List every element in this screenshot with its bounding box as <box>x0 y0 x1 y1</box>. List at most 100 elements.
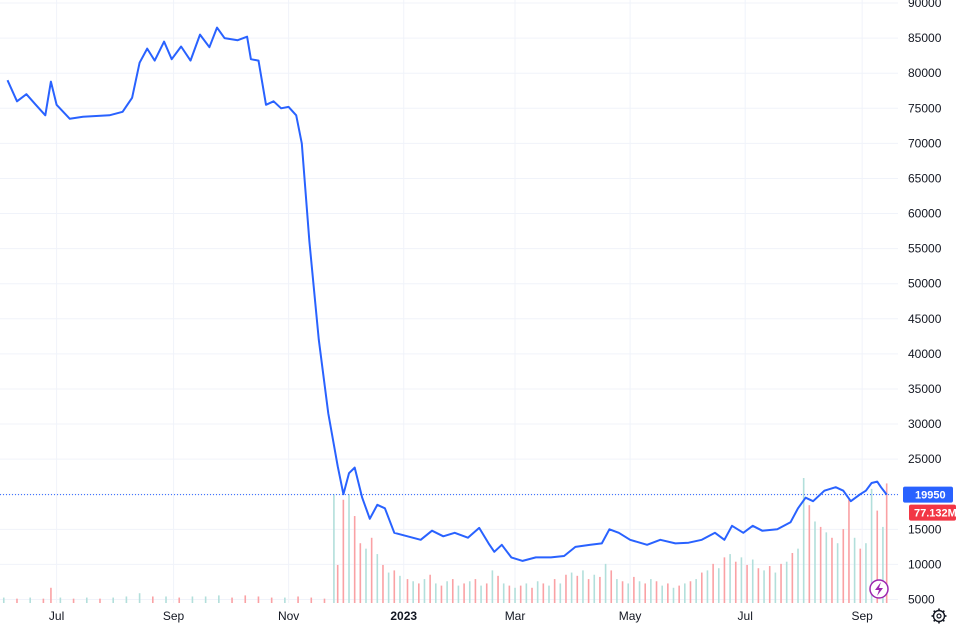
volume-bar <box>751 559 754 603</box>
volume-bar <box>610 570 613 603</box>
volume-bar <box>165 596 167 603</box>
volume-bar <box>740 557 743 603</box>
volume-bar <box>376 554 379 603</box>
volume-bar <box>457 585 460 603</box>
y-tick-label: 75000 <box>908 101 942 115</box>
y-tick-label: 10000 <box>908 557 942 571</box>
volume-bar <box>678 585 680 603</box>
volume-bar <box>553 579 556 603</box>
volume-bar <box>463 583 465 603</box>
volume-bar <box>474 579 477 603</box>
volume-bar <box>310 597 313 603</box>
volume-bar <box>616 579 618 603</box>
volume-bar <box>429 574 431 603</box>
x-tick-label: Jul <box>49 609 64 623</box>
volume-bar <box>576 575 579 603</box>
volume-bar <box>85 597 88 603</box>
volume-bar <box>270 597 273 603</box>
volume-bar <box>876 510 879 603</box>
grid-lines <box>0 0 898 603</box>
volume-bar <box>536 581 539 603</box>
y-tick-label: 55000 <box>908 242 942 256</box>
y-tick-label: 45000 <box>908 312 942 326</box>
x-tick-label: Nov <box>278 609 299 623</box>
volume-bar <box>791 553 794 603</box>
volume-bar <box>684 583 686 603</box>
volume-bar <box>842 529 845 603</box>
volume-bar <box>797 548 799 603</box>
x-tick-label: Sep <box>851 609 873 623</box>
volume-bar <box>406 579 409 603</box>
volume-bar <box>650 579 652 603</box>
volume-bar <box>885 483 888 603</box>
lightning-icon[interactable] <box>869 579 889 599</box>
volume-bar <box>393 570 396 603</box>
volume-bar <box>729 554 731 603</box>
x-axis: Jul Sep Nov 2023 Mar May Jul Sep <box>49 609 873 623</box>
x-tick-label: 2023 <box>390 609 417 623</box>
volume-bar <box>468 581 471 603</box>
volume-bar <box>29 597 31 603</box>
volume-bar <box>542 583 545 603</box>
volume-bar <box>848 499 850 603</box>
volume-bar <box>284 597 286 603</box>
volume-bar <box>2 597 5 603</box>
volume-bar <box>434 583 437 603</box>
volume-bar <box>59 597 62 603</box>
volume-bar <box>587 579 590 603</box>
volume-bar <box>382 564 384 603</box>
y-tick-label: 30000 <box>908 417 942 431</box>
volume-bar <box>599 576 601 603</box>
volume-bar <box>785 561 788 603</box>
volume-bar <box>16 598 18 603</box>
volume-bar <box>831 537 833 603</box>
volume-bar <box>412 581 414 603</box>
volume-bar <box>865 543 867 603</box>
volume-bar <box>757 568 760 603</box>
volume-bar <box>112 597 114 603</box>
y-tick-label: 65000 <box>908 171 942 185</box>
y-tick-label: 60000 <box>908 207 942 221</box>
volume-bar <box>621 581 624 603</box>
x-tick-label: Jul <box>738 609 753 623</box>
volume-bar <box>689 581 692 603</box>
volume-bar <box>218 595 220 603</box>
x-tick-label: Sep <box>163 609 185 623</box>
volume-bar <box>72 598 75 603</box>
volume-bar <box>627 583 630 603</box>
volume-bar <box>695 579 697 603</box>
volume-bar <box>423 579 426 603</box>
last-volume-badge <box>909 504 956 521</box>
volume-bar <box>191 596 194 603</box>
volume-bar <box>231 597 233 603</box>
y-tick-label: 70000 <box>908 136 942 150</box>
volume-bar <box>353 516 356 603</box>
volume-bar <box>348 494 350 603</box>
volume-bar <box>497 575 499 603</box>
volume-bar <box>418 583 420 603</box>
gear-icon-ring <box>932 609 946 623</box>
volume-bar <box>502 583 505 603</box>
volume-bar <box>323 598 326 603</box>
volume-bar <box>819 526 822 603</box>
volume-bar <box>655 581 658 603</box>
volume-bar <box>734 561 737 603</box>
volume-bar <box>257 596 260 603</box>
volume-bar <box>763 570 765 603</box>
volume-bar <box>548 585 550 603</box>
last-price-badge <box>903 486 953 503</box>
volume-bar <box>565 574 567 603</box>
volume-bar <box>723 557 726 603</box>
gear-icon[interactable] <box>931 608 947 624</box>
volume-bar <box>604 563 607 603</box>
volume-bar <box>359 543 362 603</box>
y-tick-label: 25000 <box>908 452 942 466</box>
volume-bar <box>99 598 101 603</box>
volume-bar <box>712 563 714 603</box>
x-tick-label: Mar <box>505 609 526 623</box>
volume-bar <box>508 585 511 603</box>
volume-bar <box>42 598 45 603</box>
volume-bar <box>638 581 641 603</box>
